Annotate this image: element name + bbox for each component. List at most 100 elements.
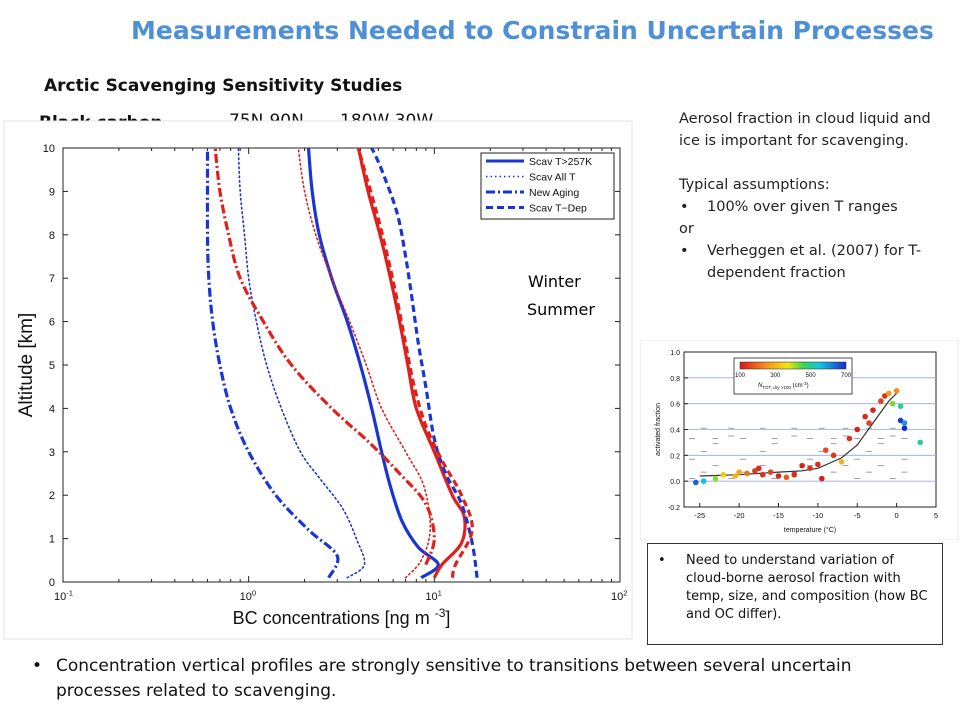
colorbar-tick-label: 500 <box>806 373 817 379</box>
inset-data-point <box>791 471 798 478</box>
inset-data-point <box>917 439 924 446</box>
colorbar-label: NTOT, dry >100 (cm-3) <box>758 381 809 390</box>
inset-x-tick-label: -10 <box>812 511 823 520</box>
slide-title: Measurements Needed to Constrain Uncerta… <box>131 16 934 45</box>
note-or: or <box>679 221 694 237</box>
inset-data-point <box>744 470 750 477</box>
inset-fit-curve <box>699 392 898 477</box>
inset-data-point <box>878 398 884 404</box>
inset-data-point <box>732 473 738 479</box>
inset-data-point <box>893 387 900 394</box>
y-tick-label: 2 <box>49 490 55 502</box>
inset-data-point <box>901 420 908 426</box>
x-tick-label: 102 <box>611 589 628 603</box>
callout-list: Need to understand variation of cloud-bo… <box>658 552 936 624</box>
inset-x-tick-label: -15 <box>773 511 784 520</box>
inset-x-axis-label: temperature (°C) <box>784 526 836 534</box>
inset-data-point <box>693 479 699 486</box>
y-tick-label: 9 <box>49 186 55 198</box>
slide-subtitle: Arctic Scavenging Sensitivity Studies <box>44 76 403 96</box>
inset-x-tick-label: 5 <box>934 511 938 520</box>
y-tick-label: 10 <box>43 143 55 155</box>
inset-data-point <box>866 420 872 426</box>
legend-label: New Aging <box>529 187 579 199</box>
x-axis-label: BC concentrations [ng m -3] <box>233 606 451 628</box>
y-tick-label: 5 <box>49 360 55 372</box>
y-tick-label: 8 <box>49 230 55 242</box>
inset-data-point <box>759 471 766 478</box>
inset-data-point <box>819 475 825 482</box>
inset-data-point <box>862 413 868 420</box>
x-tick-label: 10-1 <box>54 589 73 603</box>
colorbar-tick-label: 700 <box>841 373 852 379</box>
inset-data-point <box>822 447 829 453</box>
inset-y-tick-label: 1.0 <box>670 350 680 357</box>
callout-item: Need to understand variation of cloud-bo… <box>658 552 936 624</box>
season-summer-label: Summer <box>527 300 595 319</box>
inset-data-point <box>901 425 908 432</box>
season-winter-label: Winter <box>528 272 581 291</box>
inset-y-tick-label: -0.2 <box>668 505 680 512</box>
legend-label: Scav T>257K <box>529 156 592 168</box>
y-tick-label: 1 <box>49 534 55 546</box>
inset-data-point <box>736 469 742 475</box>
profile-line-summer-dashdot <box>213 147 436 566</box>
inset-y-tick-label: 0.4 <box>670 428 680 435</box>
inset-y-tick-label: 0.2 <box>670 453 680 460</box>
inset-x-tick-label: -20 <box>734 511 745 520</box>
profile-line-summer-solid <box>356 147 467 579</box>
colorbar-tick-label: 300 <box>770 373 781 379</box>
legend-label: Scav All T <box>529 172 576 184</box>
legend-label: Scav T−Dep <box>529 203 587 215</box>
profile-line-winter-dotted <box>237 147 366 579</box>
bc-profile-chart: 0 1 2 3 4 5 6 7 8 9 10 10-1 100 101 102 BC concentratio… <box>3 120 633 640</box>
y-axis-label: Altitude [km] <box>16 313 37 418</box>
inset-data-point <box>767 469 774 475</box>
inset-data-point <box>700 478 707 484</box>
x-tick-label: 101 <box>425 589 442 603</box>
inset-data-point <box>846 435 853 442</box>
inset-data-point <box>799 462 805 469</box>
note-assumption-item: Verheggen et al. (2007) for T-dependent … <box>680 240 939 284</box>
callout-box: Need to understand variation of cloud-bo… <box>647 543 943 645</box>
note-assumption-list: Verheggen et al. (2007) for T-dependent … <box>679 240 939 284</box>
activation-fraction-chart: -0.2 0.0 0.2 0.4 0.6 0.8 1.0 -25 -20 -15 -10 -5 0 5 te… <box>640 340 959 540</box>
y-tick-label: 3 <box>49 447 55 459</box>
note-assumption-item: 100% over given T ranges <box>680 196 939 218</box>
note-paragraph: Aerosol fraction in cloud liquid and ice… <box>679 111 931 149</box>
inset-x-tick-label: 0 <box>895 511 899 520</box>
summary-bullet: • Concentration vertical profiles are st… <box>32 654 912 704</box>
inset-data-point <box>870 407 876 413</box>
inset-data-point <box>830 452 837 459</box>
inset-data-point <box>885 390 892 397</box>
colorbar <box>739 361 847 370</box>
inset-data-point <box>889 400 896 407</box>
inset-data-point <box>775 473 782 479</box>
profile-line-winter-solid <box>306 147 440 580</box>
chart-legend: Scav T>257K Scav All T New Aging Scav T−Dep <box>480 152 615 220</box>
inset-data-point <box>807 465 813 472</box>
bullet-dot: • <box>32 656 43 676</box>
note-assumptions-heading: Typical assumptions: <box>679 177 830 193</box>
y-tick-label: 6 <box>49 317 55 329</box>
inset-y-axis-label: activated fraction <box>655 403 662 456</box>
profile-line-summer-dotted <box>297 147 432 579</box>
colorbar-tick-label: 100 <box>735 373 746 379</box>
profile-line-winter-dashed <box>370 147 479 578</box>
inset-data-point <box>854 426 861 433</box>
inset-data-point <box>897 403 904 410</box>
y-tick-label: 4 <box>49 403 55 415</box>
y-tick-label: 0 <box>49 577 55 589</box>
inset-data-point <box>756 465 762 472</box>
inset-x-tick-label: -25 <box>694 511 705 520</box>
inset-data-point <box>838 458 845 465</box>
y-tick-label: 7 <box>49 273 55 285</box>
profile-line-winter-dashdot <box>205 148 340 579</box>
aerosol-note: Aerosol fraction in cloud liquid and ice… <box>679 108 939 284</box>
profile-line-summer-dashed <box>356 147 474 579</box>
inset-data-point <box>815 461 821 468</box>
inset-data-point <box>720 471 727 478</box>
x-tick-label: 100 <box>240 589 257 603</box>
inset-x-tick-label: -5 <box>854 511 861 520</box>
note-assumption-list: 100% over given T ranges <box>679 196 939 218</box>
